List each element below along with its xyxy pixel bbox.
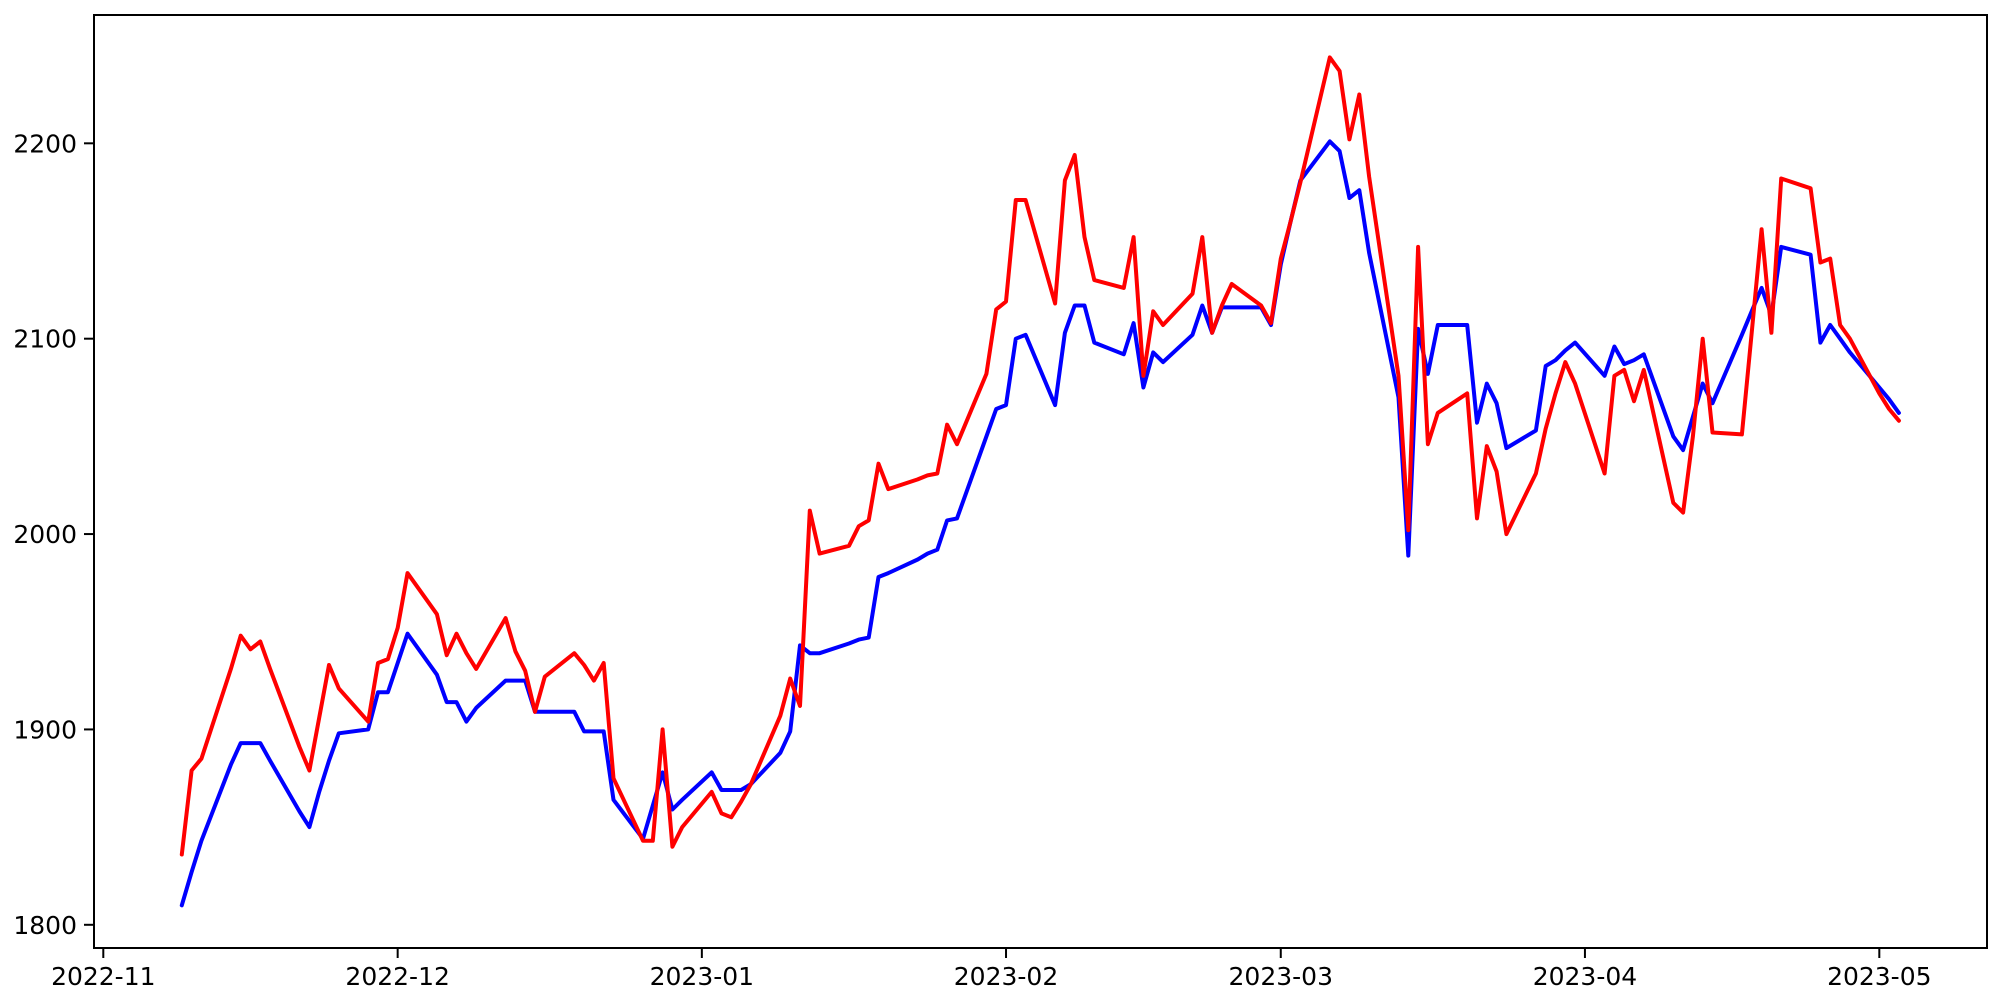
y-tick-label-1800: 1800 [13, 911, 77, 940]
x-tick-label-2023-05: 2023-05 [1827, 962, 1931, 991]
series-blue-line [179, 139, 1901, 908]
x-tick-label-2023-02: 2023-02 [954, 962, 1058, 991]
x-tick-label-2023-03: 2023-03 [1229, 962, 1333, 991]
y-tick-label-2200: 2200 [13, 129, 77, 158]
plot-border [93, 14, 1988, 949]
y-tick-label-2000: 2000 [13, 520, 77, 549]
x-tick-label-2023-01: 2023-01 [650, 962, 754, 991]
y-tick-label-2100: 2100 [13, 325, 77, 354]
series-red-line [179, 55, 1901, 857]
x-tick-label-2022-11: 2022-11 [51, 962, 155, 991]
y-tick-label-1900: 1900 [13, 715, 77, 744]
x-tick-label-2023-04: 2023-04 [1533, 962, 1637, 991]
x-tick-label-2022-12: 2022-12 [345, 962, 449, 991]
